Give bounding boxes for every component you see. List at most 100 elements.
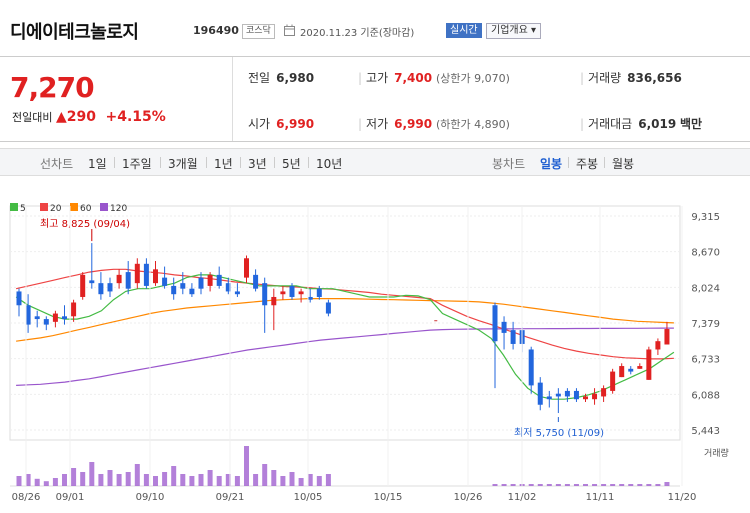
candle-body [628, 368, 634, 372]
volume-bar [492, 484, 498, 486]
volume-bar [546, 484, 552, 486]
legend-label: 20 [50, 204, 62, 214]
volume-bar [244, 446, 249, 486]
tab-1-day[interactable]: 1일 [88, 157, 107, 171]
x-tick-label: 09/01 [56, 492, 85, 503]
candle-body [107, 283, 113, 292]
tab-1-week[interactable]: 1주일 [122, 157, 152, 171]
volume-bar [225, 474, 231, 486]
y-tick-label: 9,315 [691, 212, 720, 223]
candle-body [510, 330, 516, 344]
legend-swatch [10, 203, 18, 211]
y-tick-label: 8,024 [691, 283, 720, 294]
open-price: 시가 6,990 [248, 115, 314, 132]
candle-body [573, 390, 579, 400]
tab-daily-candle[interactable]: 일봉 [540, 157, 563, 171]
upper-limit: (상한가 9,070) [435, 72, 510, 85]
tab-weekly-candle[interactable]: 주봉 [576, 157, 599, 171]
high-annotation: 최고 8,825 (09/04) [40, 218, 130, 230]
volume-bar [555, 484, 561, 486]
volume-bar [637, 484, 643, 486]
high-value: 7,400 [394, 71, 433, 85]
tab-3-months[interactable]: 3개월 [168, 157, 198, 171]
volume-bar [510, 484, 516, 486]
tab-candle-chart[interactable]: 봉차트 [492, 157, 526, 171]
tab-5-years[interactable]: 5년 [282, 157, 301, 171]
volume-bar [655, 484, 661, 486]
volume-bar [664, 482, 670, 486]
volume-value: 836,656 [627, 71, 682, 85]
period-tab-bar: 선차트 1일 1주일 3개월 1년 3년 5년 10년 봉차트 일봉 주봉 월봉 [0, 148, 750, 176]
candle-body [537, 382, 543, 405]
volume: | 거래량 836,656 [580, 71, 682, 85]
divider [232, 57, 233, 141]
volume-bar [253, 474, 259, 486]
y-tick-label: 5,443 [691, 426, 720, 437]
tab-3-years[interactable]: 3년 [248, 157, 267, 171]
y-tick-label: 8,670 [691, 248, 720, 259]
legend-label: 120 [110, 204, 127, 214]
moving-average-ma5 [15, 274, 675, 400]
volume-bar [98, 474, 104, 486]
candle-body [162, 277, 168, 286]
volume-bar [628, 484, 634, 486]
candle-body [43, 319, 49, 325]
moving-average-ma20 [15, 268, 674, 360]
volume-bar [16, 476, 22, 486]
legend-swatch [70, 203, 78, 211]
volume-bar [171, 466, 177, 486]
volume-bar [583, 484, 588, 486]
market-badge: 코스닥 [242, 24, 275, 39]
prev-close: 전일 6,980 [248, 69, 314, 86]
y-tick-label: 6,088 [691, 390, 720, 401]
realtime-button[interactable]: 실시간 [446, 23, 482, 38]
tab-1-year[interactable]: 1년 [214, 157, 233, 171]
volume-bar [216, 476, 222, 486]
volume-bar [207, 470, 213, 486]
candle-body [34, 316, 40, 320]
volume-bar [189, 476, 195, 486]
moving-average-ma60 [16, 298, 674, 342]
volume-label: 거래량 [588, 71, 622, 85]
candle-body [216, 274, 222, 286]
candle-body [143, 263, 149, 286]
candle-body [116, 274, 122, 284]
candle-body [619, 366, 625, 378]
candle-body [280, 291, 286, 295]
volume-bar [289, 472, 295, 486]
trade-amount: | 거래대금 6,019 백만 [580, 117, 703, 131]
candle-body [592, 393, 598, 400]
amount-unit: 백만 [680, 117, 703, 131]
corp-overview-dropdown[interactable]: 기업개요 ▾ [486, 23, 541, 39]
volume-bar [325, 474, 331, 486]
x-tick-label: 09/21 [216, 492, 245, 503]
volume-bar [298, 478, 304, 486]
change-percent: +4.15% [105, 109, 166, 125]
volume-bar [180, 474, 186, 486]
price-change: 전일대비 ▲290 +4.15% [12, 109, 166, 125]
prev-close-label: 전일 [248, 71, 271, 85]
candle-body [610, 371, 616, 391]
volume-bar [234, 476, 240, 486]
candle-body [180, 283, 186, 289]
calendar-icon [284, 24, 295, 36]
volume-bar [262, 464, 268, 486]
tab-10-years[interactable]: 10년 [316, 157, 343, 171]
tab-monthly-candle[interactable]: 월봉 [612, 157, 635, 171]
candle-body [207, 274, 213, 286]
stock-name: 디에이테크놀로지 [10, 22, 139, 43]
volume-bar [646, 484, 652, 486]
x-tick-label: 09/10 [136, 492, 165, 503]
candle-body [546, 396, 552, 400]
price-summary: 7,270 전일대비 ▲290 +4.15% 전일 6,980 | 고가 7,400 … [0, 56, 750, 142]
candle-body [125, 272, 131, 289]
volume-bar [25, 474, 31, 486]
legend-label: 60 [80, 204, 92, 214]
stock-header: 디에이테크놀로지 196490 코스닥 2020.11.23 기준(장마감) 실… [0, 0, 750, 44]
volume-bar [143, 474, 149, 486]
high-label: 고가 [366, 71, 389, 85]
candle-body [664, 329, 670, 345]
tab-line-chart[interactable]: 선차트 [40, 157, 74, 171]
volume-bar [52, 478, 58, 486]
amount-label: 거래대금 [588, 117, 633, 131]
